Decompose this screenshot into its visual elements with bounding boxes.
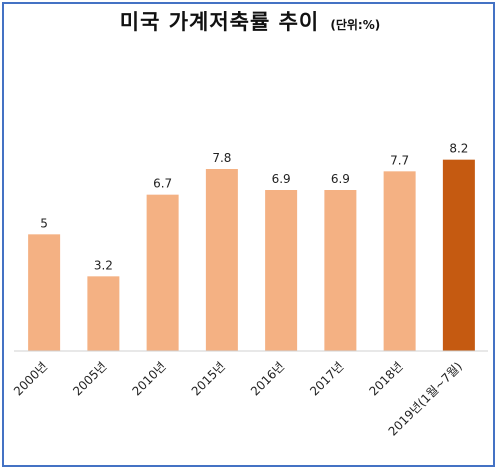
bar-6 [383,171,416,351]
bar-value-label-7: 8.2 [449,142,468,156]
bar-value-label-5: 6.9 [331,172,350,186]
chart-unit: (단위:%) [330,18,381,32]
category-label-2: 2010년 [129,359,168,398]
category-label-4: 2016년 [248,359,287,398]
bar-4 [265,190,298,351]
category-label-3: 2015년 [189,359,228,398]
category-label-6: 2018년 [366,359,405,398]
category-label-5: 2017년 [307,359,346,398]
bar-value-label-3: 7.8 [212,151,231,165]
bar-value-label-1: 3.2 [94,258,113,272]
bar-value-label-4: 6.9 [272,172,291,186]
bar-3 [205,169,238,351]
bar-1 [87,276,120,351]
bar-7 [442,159,475,351]
bar-2 [146,194,179,351]
bar-value-label-2: 6.7 [153,177,172,191]
chart-title: 미국 가계저축률 추이 [119,10,320,34]
bar-value-label-0: 5 [40,216,48,230]
category-label-0: 2000년 [11,359,50,398]
chart-header: 미국 가계저축률 추이 (단위:%) [0,6,500,36]
bar-value-label-6: 7.7 [390,153,409,167]
category-label-1: 2005년 [70,359,109,398]
bars-layer [28,159,475,351]
bar-0 [28,234,61,351]
bar-5 [324,190,357,351]
